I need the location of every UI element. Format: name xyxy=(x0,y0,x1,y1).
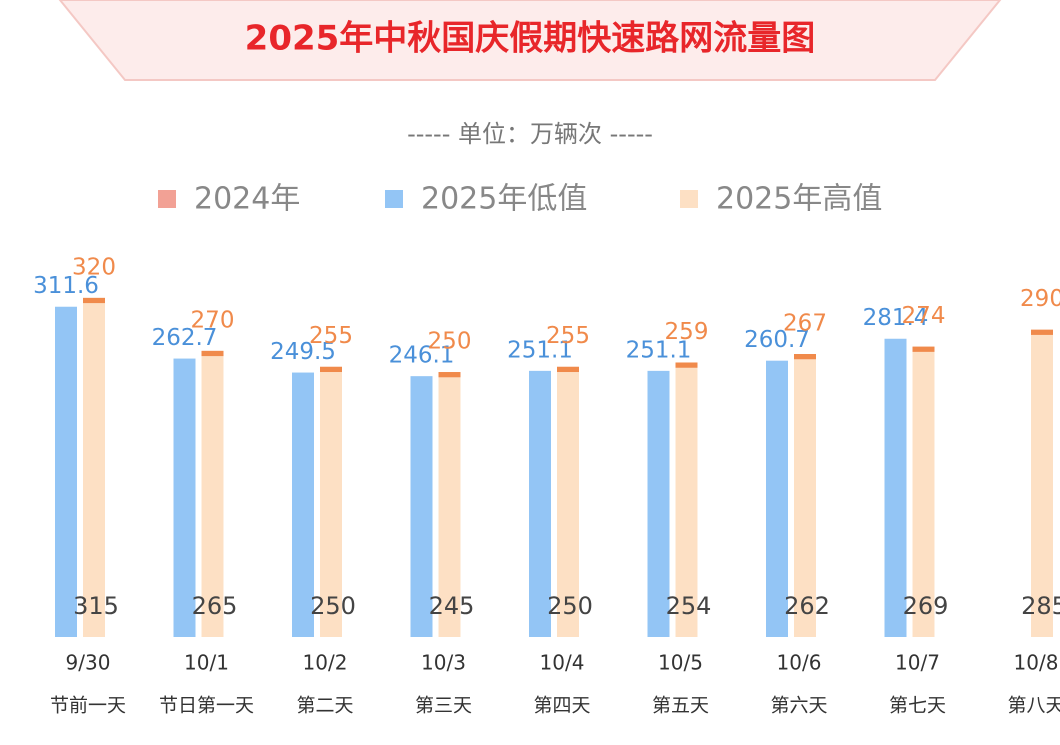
value-label: 262 xyxy=(784,592,830,620)
x-sublabel: 第七天 xyxy=(889,695,946,717)
x-tick-label: 10/2 xyxy=(303,651,348,675)
bar-cap xyxy=(320,366,342,373)
x-sublabel: 节日第一天 xyxy=(159,695,254,717)
bar-low xyxy=(647,370,670,637)
bar-low xyxy=(292,372,314,637)
bar-base xyxy=(201,356,224,637)
value-label: 320 xyxy=(72,254,116,280)
value-label: 270 xyxy=(191,307,235,333)
value-label: 251.1 xyxy=(507,337,573,363)
value-label: 269 xyxy=(903,592,949,620)
value-label: 260.7 xyxy=(744,327,810,353)
value-label: 267 xyxy=(783,311,827,337)
legend-label: 2025年高值 xyxy=(716,182,882,217)
bar-base xyxy=(912,351,935,637)
value-label: 246.1 xyxy=(389,343,455,369)
x-sublabel: 第八天 xyxy=(1007,695,1060,717)
bar-cap xyxy=(1031,329,1053,335)
bar-cap xyxy=(201,350,224,357)
value-label: 311.6 xyxy=(33,273,99,299)
x-tick-label: 10/8 xyxy=(1014,651,1059,675)
value-label: 245 xyxy=(429,592,475,620)
bar-base xyxy=(438,377,461,637)
x-tick-label: 9/30 xyxy=(66,651,111,675)
legend-label: 2025年低值 xyxy=(421,182,587,217)
chart-title: 2025年中秋国庆假期快速路网流量图 xyxy=(245,19,816,59)
bar-cap xyxy=(438,372,461,378)
bar-low xyxy=(766,360,788,637)
x-sublabel: 第二天 xyxy=(296,695,353,717)
subtitle: ----- 单位：万辆次 ----- xyxy=(407,120,653,148)
value-label: 285 xyxy=(1021,592,1060,620)
value-label: 315 xyxy=(73,592,119,620)
value-label: 274 xyxy=(902,303,946,329)
x-tick-label: 10/6 xyxy=(777,651,822,675)
x-tick-label: 10/4 xyxy=(540,651,585,675)
x-sublabel: 第三天 xyxy=(415,695,472,717)
value-label: 251.1 xyxy=(626,337,692,363)
bar-low xyxy=(410,376,433,637)
legend-swatch xyxy=(385,190,403,208)
legend-swatch xyxy=(680,190,698,208)
bar-low xyxy=(173,358,196,637)
value-label: 290 xyxy=(1020,286,1060,312)
x-tick-label: 10/5 xyxy=(658,651,703,675)
value-label: 265 xyxy=(192,592,238,620)
legend: 2024年 2025年低值 2025年高值 xyxy=(158,182,882,217)
bar-cap xyxy=(912,346,935,352)
x-tick-label: 10/3 xyxy=(421,651,466,675)
x-tick-label: 10/7 xyxy=(895,651,940,675)
bar-low xyxy=(55,306,77,637)
bar-low xyxy=(884,338,907,637)
bar-base xyxy=(557,372,579,637)
bar-low xyxy=(529,370,551,637)
x-sublabel: 第四天 xyxy=(533,695,590,717)
x-sublabel: 第五天 xyxy=(652,695,709,717)
value-label: 250 xyxy=(428,329,472,355)
bar-base xyxy=(320,372,342,637)
bar-cap xyxy=(794,354,816,360)
value-label: 262.7 xyxy=(152,325,218,351)
value-label: 249.5 xyxy=(270,339,336,365)
x-sublabel: 节前一天 xyxy=(50,695,126,717)
value-label: 254 xyxy=(666,592,712,620)
value-label: 281.4 xyxy=(863,305,929,331)
title-banner xyxy=(58,0,1002,81)
bar-cap xyxy=(675,362,698,368)
legend-swatch xyxy=(158,190,176,208)
bar-base xyxy=(83,303,105,637)
value-label: 255 xyxy=(309,323,353,349)
value-label: 255 xyxy=(546,323,590,349)
bar-cap xyxy=(557,366,579,373)
bar-base xyxy=(1031,334,1053,637)
x-tick-label: 10/1 xyxy=(184,651,229,675)
bar-base xyxy=(675,367,698,637)
legend-label: 2024年 xyxy=(194,182,300,217)
value-label: 250 xyxy=(310,592,356,620)
bar-base xyxy=(794,359,816,637)
value-label: 250 xyxy=(547,592,593,620)
bar-cap xyxy=(83,297,105,304)
value-label: 259 xyxy=(665,319,709,345)
x-sublabel: 第六天 xyxy=(770,695,827,717)
